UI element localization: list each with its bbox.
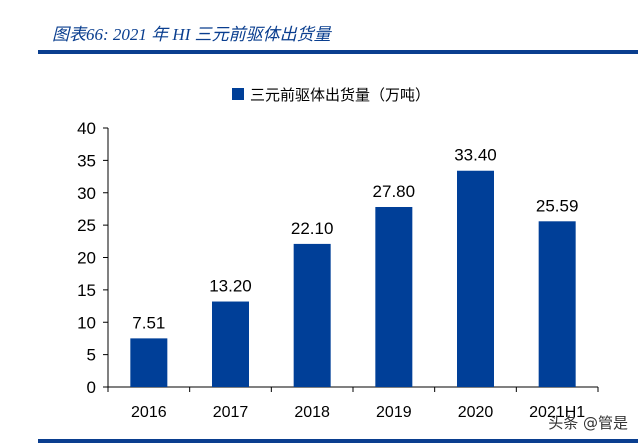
- y-tick-label: 35: [77, 151, 96, 170]
- data-label: 27.80: [373, 182, 416, 201]
- data-label: 7.51: [132, 313, 165, 332]
- watermark: 头条 @管是: [548, 414, 628, 432]
- legend-swatch: [232, 88, 244, 100]
- x-tick-label: 2020: [458, 404, 494, 421]
- x-tick-label: 2016: [131, 404, 167, 421]
- y-tick-label: 15: [77, 281, 96, 300]
- y-tick-label: 0: [87, 378, 96, 397]
- y-tick-label: 40: [77, 119, 96, 138]
- bar: [130, 338, 168, 387]
- data-label: 22.10: [291, 219, 334, 238]
- data-label: 13.20: [209, 277, 252, 296]
- legend-label: 三元前驱体出货量（万吨）: [250, 86, 430, 104]
- data-label: 33.40: [454, 146, 497, 165]
- y-tick-label: 10: [77, 313, 96, 332]
- y-tick-label: 20: [77, 249, 96, 268]
- y-tick-label: 5: [87, 346, 96, 365]
- bar: [538, 221, 576, 387]
- data-label: 25.59: [536, 196, 579, 215]
- x-tick-label: 2019: [376, 404, 412, 421]
- bar: [375, 206, 413, 387]
- figure-title: 图表66: 2021 年 HI 三元前驱体出货量: [52, 25, 331, 44]
- top-divider: [38, 50, 638, 54]
- x-tick-label: 2018: [294, 404, 330, 421]
- x-tick-label: 2021H1: [529, 404, 585, 421]
- bar: [293, 243, 331, 387]
- bar: [457, 170, 494, 387]
- x-tick-label: 2017: [213, 404, 249, 421]
- y-tick-label: 30: [77, 184, 96, 203]
- bottom-divider: [38, 439, 638, 443]
- y-tick-label: 25: [77, 216, 96, 235]
- bar: [212, 301, 249, 387]
